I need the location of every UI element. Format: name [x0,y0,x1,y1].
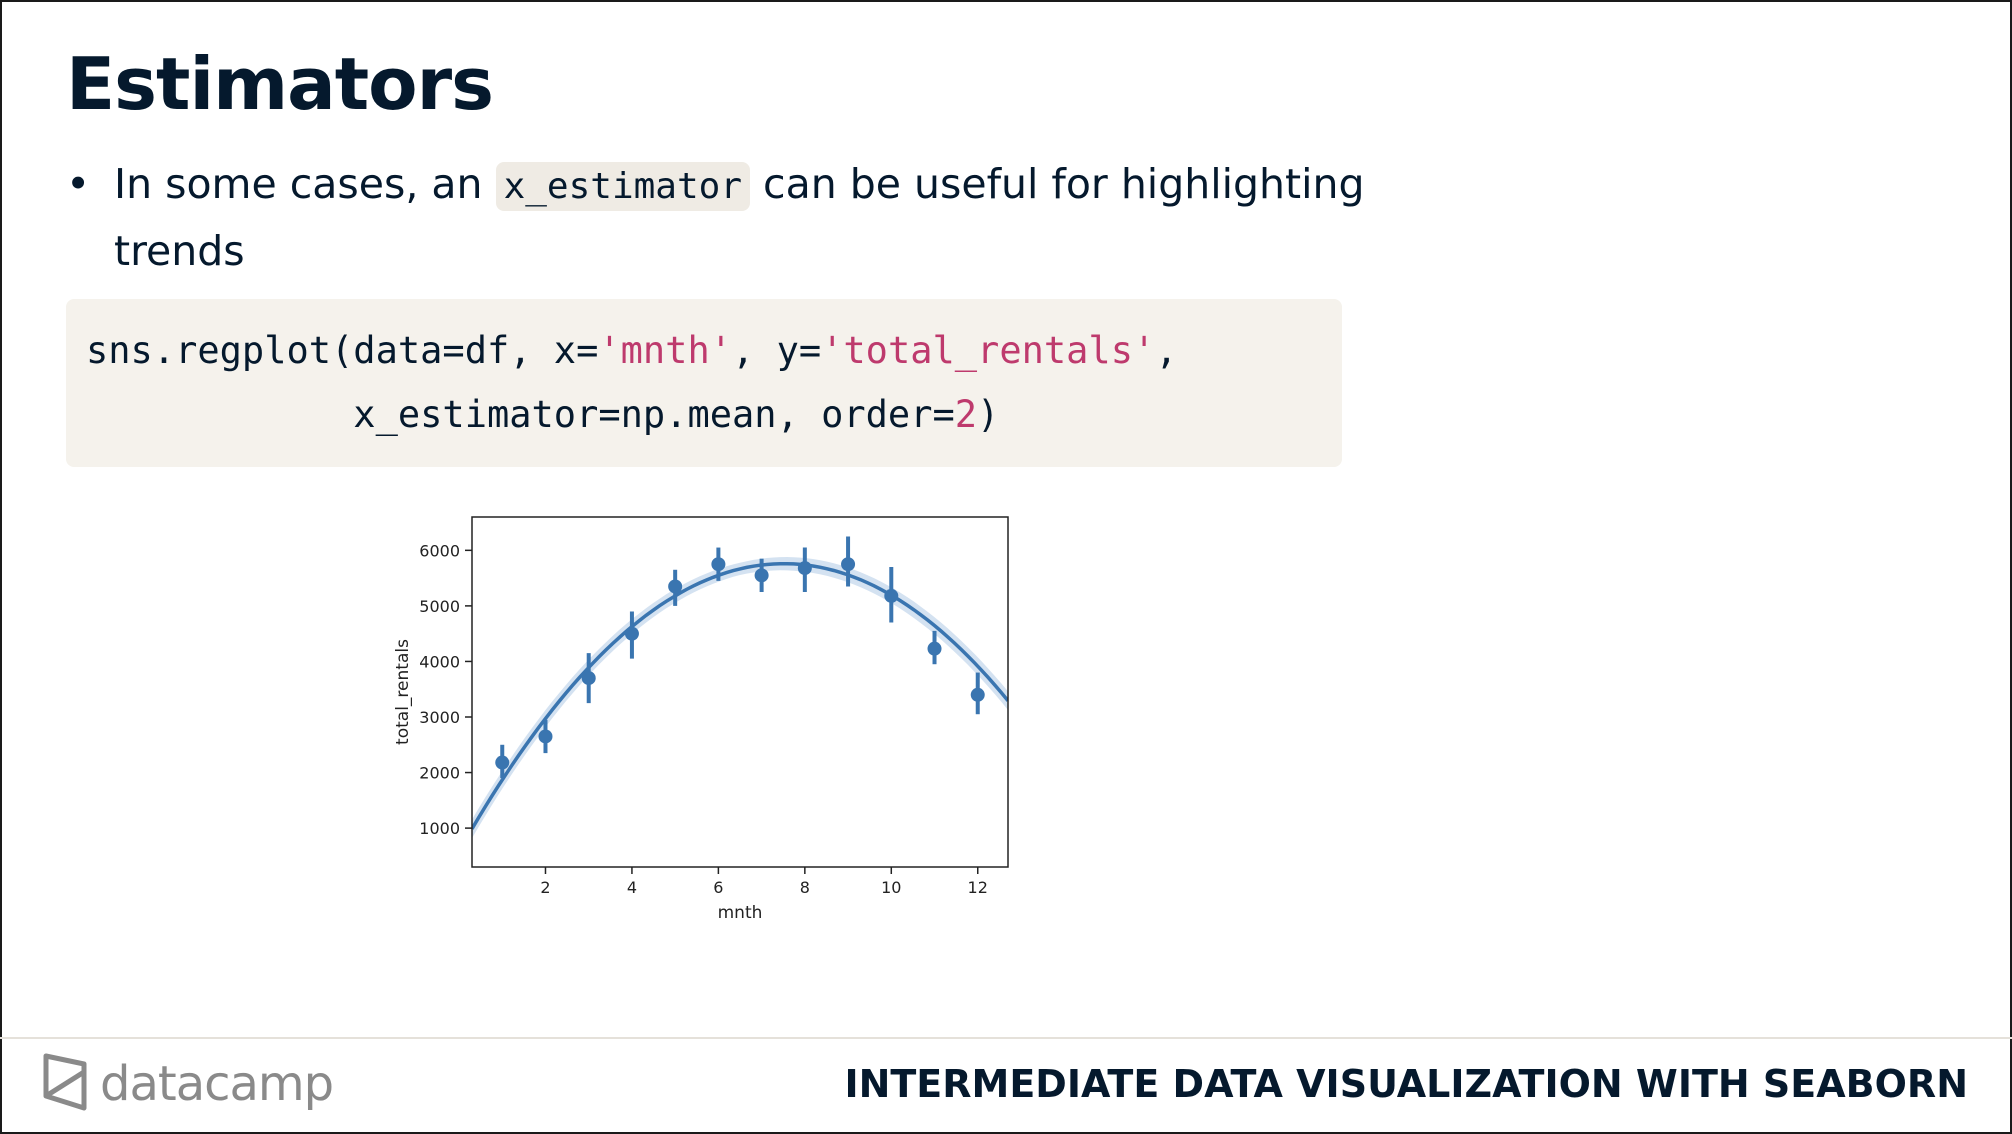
code-line-2: x_estimator=np.mean, order=2) [86,393,999,436]
y-tick-label-2000: 2000 [419,764,460,783]
plot-frame [471,516,1009,868]
y-tick-label-1000: 1000 [419,819,460,838]
data-point-7 [754,568,769,583]
fit-confidence-band [472,557,1008,839]
datacamp-logo: datacamp [42,1052,342,1116]
code-line-2-token-0: x_estimator=np.mean, order= [86,393,955,436]
y-tick-label-5000: 5000 [419,597,460,616]
data-point-1 [495,755,510,770]
code-line-1-token-3: 'total_rentals' [821,329,1156,372]
data-point-9 [841,557,856,572]
y-tick-label-6000: 6000 [419,541,460,560]
code-line-2-token-1: 2 [954,393,978,436]
data-point-8 [797,561,812,576]
footer-divider [0,1037,2012,1039]
code-line-1-token-4: , [1155,329,1178,372]
bullet-suffix: can be useful for highlighting trends [114,160,1365,275]
y-tick-label-4000: 4000 [419,652,460,671]
fit-curve [472,561,1008,830]
code-line-1: sns.regplot(data=df, x='mnth', y='total_… [86,329,1178,372]
datacamp-logo-text: datacamp [100,1056,334,1112]
data-point-3 [581,671,596,686]
datacamp-logo-icon [43,1053,87,1111]
code-line-2-token-2: ) [977,393,1000,436]
data-point-12 [970,687,985,702]
x-axis-label: mnth [718,903,763,923]
regplot-chart: 2 4 6 8 10 12 1000 2000 3000 4000 5000 6000 mnth tota… [380,505,1020,925]
x-tick-label-8: 8 [800,878,810,897]
bullet-dot: • [66,160,91,208]
code-block: sns.regplot(data=df, x='mnth', y='total_… [66,299,1342,467]
chart-svg: 2 4 6 8 10 12 1000 2000 3000 4000 5000 6000 mnth tota… [393,516,1009,923]
data-point-6 [711,557,726,572]
x-tick-label-6: 6 [713,878,723,897]
data-point-2 [538,729,553,744]
data-point-11 [927,641,942,656]
code-line-1-token-2: , y= [732,329,822,372]
x-tick-label-2: 2 [540,878,550,897]
course-title: INTERMEDIATE DATA VISUALIZATION WITH SEA… [844,1062,1968,1106]
data-point-4 [624,626,639,641]
data-point-10 [884,588,899,603]
x-tick-label-10: 10 [881,878,901,897]
bullet-prefix: In some cases, an [114,160,496,208]
y-tick-label-3000: 3000 [419,708,460,727]
bullet-text: In some cases, an x_estimator can be use… [114,152,1404,283]
y-axis-label: total_rentals [393,639,413,745]
code-line-1-token-0: sns.regplot(data=df, x= [86,329,599,372]
slide-title: Estimators [66,42,494,126]
inline-code-x-estimator: x_estimator [495,162,750,211]
x-tick-label-12: 12 [968,878,988,897]
x-tick-label-4: 4 [627,878,637,897]
code-line-1-token-1: 'mnth' [598,329,733,372]
data-point-5 [668,579,683,594]
